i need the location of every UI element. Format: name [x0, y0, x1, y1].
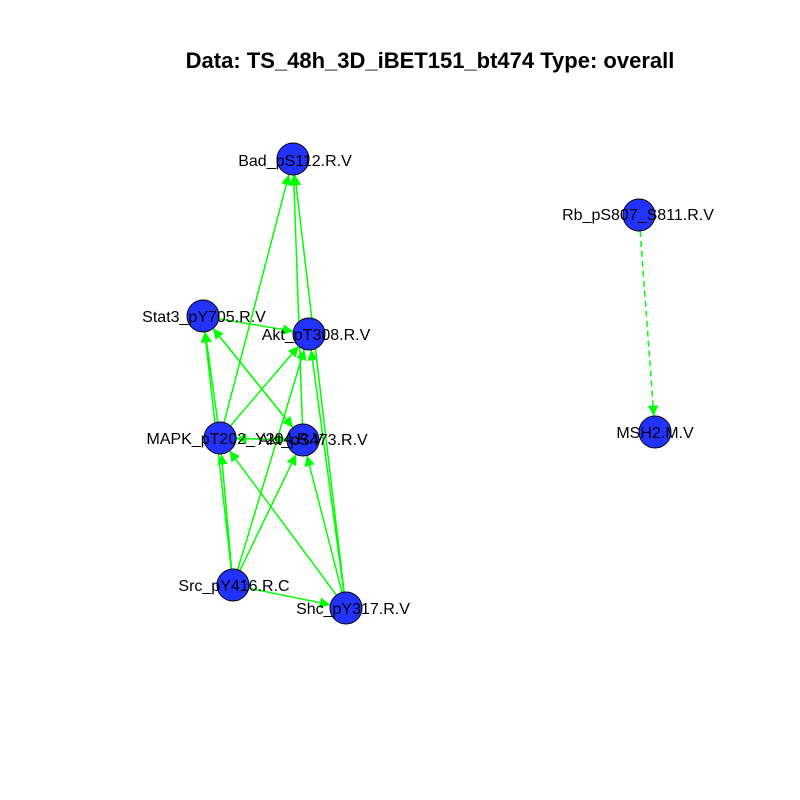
node-stat3 — [186, 299, 220, 333]
edge-stat3-to-akt308 — [218, 317, 294, 335]
node-label-akt308: Akt_pT308.R.V — [262, 327, 371, 344]
node-label-rb: Rb_pS807_S811.R.V — [562, 207, 714, 224]
node-akt308 — [292, 317, 326, 351]
edge-mapk-to-stat3 — [201, 331, 219, 423]
node-label-shc: Shc_pY317.R.V — [296, 601, 410, 618]
node-src — [216, 568, 250, 602]
node-label-msh2: MSH2.M.V — [616, 425, 694, 442]
edge-src-to-shc — [248, 587, 331, 608]
node-label-akt473: Akt_pS473.R.V — [258, 432, 368, 449]
node-label-src: Src_pY416.R.C — [178, 578, 289, 595]
edge-akt473-to-stat3 — [212, 327, 294, 429]
edge-src-to-mapk — [217, 453, 233, 570]
label-layer: Bad_pS112.R.V Rb_pS807_S811.R.V Stat3_pY70… — [142, 153, 714, 618]
node-shc — [329, 591, 363, 625]
edge-shc-to-bad — [290, 174, 345, 593]
edge-shc-to-mapk — [228, 450, 338, 596]
edge-mapk-to-akt308 — [229, 345, 300, 427]
edge-rb-to-msh2 — [639, 230, 659, 417]
edge-shc-to-akt473 — [304, 455, 343, 593]
node-msh2 — [638, 415, 672, 449]
node-mapk — [203, 421, 237, 455]
node-label-bad: Bad_pS112.R.V — [238, 153, 352, 170]
plot-title: Data: TS_48h_3D_iBET151_bt474 Type: over… — [185, 48, 675, 73]
edge-src-to-akt473 — [239, 454, 297, 571]
edge-src-to-akt308 — [236, 349, 307, 570]
edge-shc-to-akt308 — [307, 349, 345, 593]
node-layer — [186, 142, 672, 625]
edge-akt473-to-mapk — [235, 433, 288, 444]
node-akt473 — [286, 423, 320, 457]
edge-akt473-to-bad — [288, 174, 304, 425]
node-label-stat3: Stat3_pY705.R.V — [142, 309, 266, 326]
edge-layer — [200, 174, 659, 608]
node-rb — [622, 198, 656, 232]
node-bad — [276, 142, 310, 176]
edge-mapk-to-bad — [223, 174, 292, 423]
node-label-mapk: MAPK_pT202_Y204.R.V — [147, 431, 324, 448]
